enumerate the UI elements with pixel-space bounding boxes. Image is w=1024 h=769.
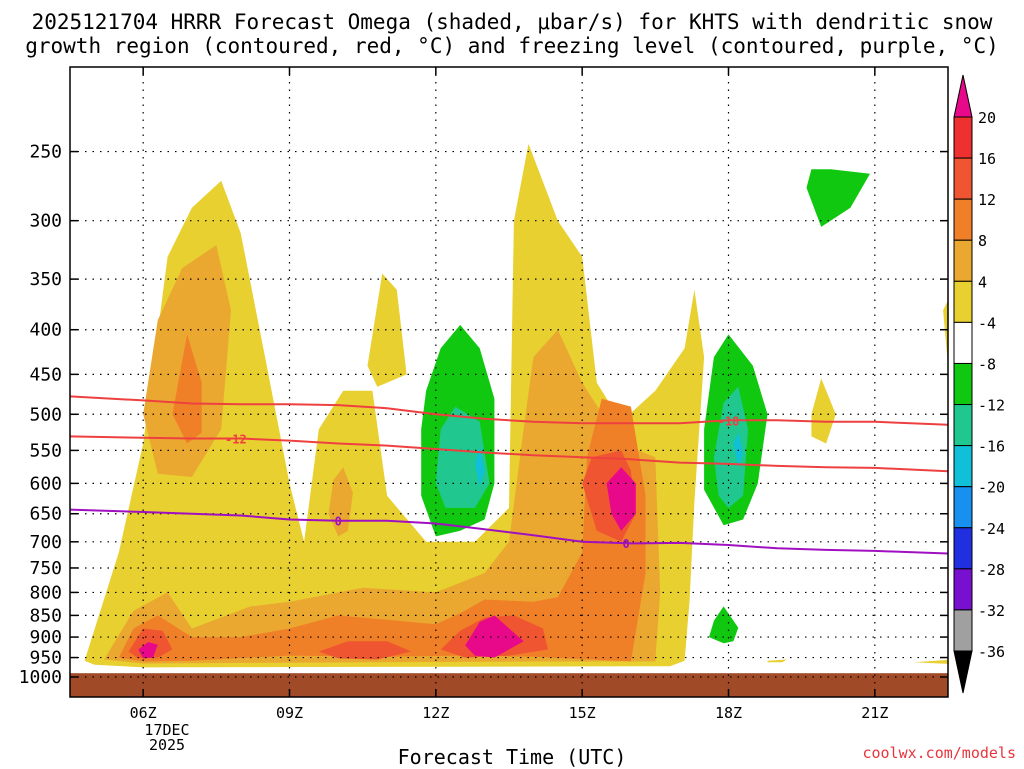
y-tick-label-800: 800 [29, 582, 62, 603]
omega-region-21 [806, 169, 870, 227]
omega-region-5 [943, 300, 948, 366]
omega-region-17 [606, 467, 636, 531]
y-tick-label-550: 550 [29, 440, 62, 461]
colorbar-label-10: -24 [978, 520, 1005, 538]
omega-region-4 [811, 378, 836, 444]
colorbar-label-0: 20 [978, 109, 996, 127]
x-tick-label-15Z: 15Z [569, 704, 596, 722]
colorbar-swatch-7 [953, 404, 973, 447]
colorbar-label-3: 8 [978, 232, 987, 250]
contour-line-dgz_bottom [69, 435, 949, 473]
y-tick-label-900: 900 [29, 627, 62, 648]
colorbar-label-5: -4 [978, 314, 996, 332]
colorbar-bottom-arrow [953, 650, 973, 694]
omega-region-24 [474, 446, 485, 487]
colorbar-label-1: 16 [978, 150, 996, 168]
y-tick-label-600: 600 [29, 473, 62, 494]
colorbar-label-7: -12 [978, 397, 1005, 415]
x-tick-label-12Z: 12Z [422, 704, 449, 722]
omega-region-2 [767, 659, 787, 663]
y-tick-label-1000: 1000 [19, 667, 62, 688]
omega-region-16 [465, 615, 524, 658]
contour-label-3: 0 [622, 537, 629, 551]
date-label-day: 17DEC [144, 721, 190, 739]
contour-label-0: -12 [225, 433, 247, 447]
contour-line-freezing_level [69, 508, 949, 555]
colorbar-swatch-0 [953, 116, 973, 159]
colorbar-label-12: -32 [978, 602, 1005, 620]
colorbar-label-2: 12 [978, 191, 996, 209]
contour-line-dgz_top [69, 395, 949, 426]
omega-region-22 [435, 406, 490, 508]
contour-label-2: 0 [335, 515, 342, 529]
colorbar-swatch-1 [953, 157, 973, 200]
y-tick-label-300: 300 [29, 211, 62, 232]
omega-region-9 [118, 398, 646, 662]
y-tick-label-850: 850 [29, 605, 62, 626]
y-tick-label-650: 650 [29, 504, 62, 525]
y-tick-label-500: 500 [29, 404, 62, 425]
y-tick-label-350: 350 [29, 269, 62, 290]
omega-region-6 [104, 329, 661, 664]
colorbar-swatch-13 [953, 609, 973, 652]
omega-region-3 [913, 659, 948, 664]
x-tick-label-21Z: 21Z [861, 704, 888, 722]
colorbar-swatch-9 [953, 486, 973, 529]
y-tick-label-950: 950 [29, 648, 62, 669]
colorbar-top-arrow [953, 74, 973, 118]
y-tick-label-750: 750 [29, 558, 62, 579]
plot-frame [69, 66, 949, 698]
colorbar-label-9: -20 [978, 479, 1005, 497]
colorbar-swatch-3 [953, 239, 973, 282]
colorbar-label-6: -8 [978, 355, 996, 373]
omega-region-10 [172, 334, 202, 444]
omega-region-20 [709, 606, 739, 644]
y-tick-label-700: 700 [29, 532, 62, 553]
colorbar-label-4: 4 [978, 273, 987, 291]
omega-region-8 [328, 467, 353, 537]
chart-title-line-1: 2025121704 HRRR Forecast Omega (shaded, … [31, 10, 993, 34]
y-tick-label-450: 450 [29, 364, 62, 385]
x-axis-title: Forecast Time (UTC) [397, 745, 627, 769]
x-tick-label-06Z: 06Z [130, 704, 157, 722]
colorbar-label-11: -28 [978, 561, 1005, 579]
colorbar-label-8: -16 [978, 438, 1005, 456]
colorbar-swatch-2 [953, 198, 973, 241]
omega-region-15 [138, 642, 158, 659]
omega-region-1 [367, 273, 407, 387]
colorbar-swatch-6 [953, 362, 973, 406]
date-label-year: 2025 [148, 736, 186, 754]
site-credit[interactable]: coolwx.com/models [862, 744, 1016, 762]
x-tick-label-09Z: 09Z [276, 704, 303, 722]
date-label: 17DEC 2025 [140, 723, 194, 753]
colorbar-swatch-5 [953, 321, 973, 364]
colorbar-swatch-8 [953, 445, 973, 488]
chart-title-line-2: growth region (contoured, red, °C) and f… [25, 34, 999, 58]
omega-region-12 [318, 641, 412, 660]
colorbar-label-13: -36 [978, 643, 1005, 661]
colorbar-swatch-11 [953, 568, 973, 611]
colorbar-swatch-4 [953, 280, 973, 323]
colorbar-swatch-10 [953, 527, 973, 570]
ground-surface [70, 673, 948, 697]
contour-label-1: -18 [718, 414, 740, 428]
y-tick-label-400: 400 [29, 320, 62, 341]
y-tick-label-250: 250 [29, 142, 62, 163]
omega-region-23 [713, 386, 748, 508]
x-tick-label-18Z: 18Z [715, 704, 742, 722]
